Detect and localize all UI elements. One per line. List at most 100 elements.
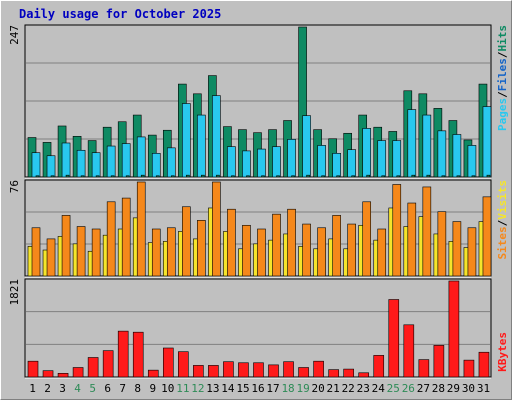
sites-bar [452,221,462,277]
pages-bar-fill [381,175,386,178]
kbytes-bar [102,350,114,378]
kbytes-bar [178,351,189,378]
x-tick-label: 25 [387,382,400,395]
sites-bar [332,215,341,277]
kbytes-bar-fill [132,331,144,378]
files-bar-fill [257,148,266,178]
files-bar-fill [362,128,372,178]
pages-bar-fill [366,174,371,178]
sites-bar-fill [182,206,191,277]
files-bar [242,150,251,178]
pages-bar [50,175,55,178]
pages-bar-fill [261,175,265,178]
pages-bar-fill [426,174,431,178]
kbytes-bar-fill [72,367,84,378]
files-bar [302,115,311,178]
pages-bar [186,174,190,178]
kbytes-bar [373,355,385,378]
kbytes-bar-fill [42,370,54,378]
pages-bar [426,174,431,178]
files-bar [392,140,402,178]
files-bar [407,109,417,178]
legend-hits-files-pages-part: Pages [496,98,509,131]
x-tick-label: 6 [104,382,111,395]
pages-bar-fill [110,175,115,178]
kbytes-bar-fill [358,372,370,378]
kbytes-bar-fill [178,351,189,378]
files-bar [377,140,387,178]
y-axis-labels: 247 76 1821 [8,25,21,306]
kbytes-bar [358,372,370,378]
pages-bar [170,175,175,178]
kbytes-bar-fill [478,351,490,378]
kbytes-bar-fill [193,365,204,378]
x-tick-label: 4 [74,382,81,395]
kbytes-bar-fill [283,361,294,378]
pages-bar-fill [95,175,100,178]
files-bar [197,114,206,178]
pages-bar-fill [321,175,325,178]
files-bar-fill [452,134,462,178]
kbytes-bar-fill [57,373,69,378]
files-bar-fill [197,114,206,178]
y-max-label: 247 [8,25,21,45]
files-bar-fill [31,152,41,178]
pages-bar-fill [80,175,85,178]
sites-bar-fill [31,227,41,277]
pages-bar-fill [411,174,416,178]
pages-bar [125,175,130,178]
files-bar-fill [437,130,447,178]
kbytes-bar [463,359,475,378]
sites-bar [197,220,206,277]
pages-bar [95,175,100,178]
pages-bar [261,175,265,178]
kbytes-bar [253,362,264,378]
sites-bar-fill [332,215,341,277]
legend-sites-visits-part: Sites [496,226,509,259]
sites-bar [106,201,116,277]
pages-bar-fill [140,174,145,178]
legend-kbytes: KBytes [496,332,509,372]
x-tick-label: 15 [236,382,249,395]
kbytes-bar [223,361,234,378]
files-bar [347,149,356,178]
kbytes-bar-fill [388,299,400,378]
pages-bar-fill [231,175,235,178]
files-bar-fill [287,139,296,178]
sites-bar-fill [151,228,161,277]
kbytes-bar-fill [238,362,249,378]
sites-bar-fill [106,201,116,277]
files-bar-fill [422,114,432,178]
kbytes-bar [328,369,339,378]
pages-bar [321,175,325,178]
files-bar [182,103,191,178]
sites-bar-fill [452,221,462,277]
x-tick-label: 7 [119,382,126,395]
files-bar [151,153,161,178]
x-tick-label: 2 [44,382,51,395]
pages-bar [140,174,145,178]
pages-bar [80,175,85,178]
sites-bar [392,184,402,277]
pages-bar-fill [441,175,446,178]
sites-bar [227,208,236,277]
sites-bar [91,228,101,277]
x-tick-label: 29 [447,382,460,395]
sites-bar [437,211,447,277]
files-bar [31,152,41,178]
kbytes-bar [57,373,69,378]
pages-bar [396,175,401,178]
legend-sites-visits: Sites/Visits [496,180,509,260]
pages-bar [351,175,355,178]
kbytes-bar [268,364,279,378]
files-bar-fill [76,149,86,178]
files-bar [227,146,236,178]
files-bar-fill [182,103,191,178]
chart-panels [24,24,492,379]
files-bar [482,106,492,178]
sites-bar [76,226,86,277]
pages-bar [110,175,115,178]
files-bar [46,155,56,178]
kbytes-bar [403,324,415,378]
